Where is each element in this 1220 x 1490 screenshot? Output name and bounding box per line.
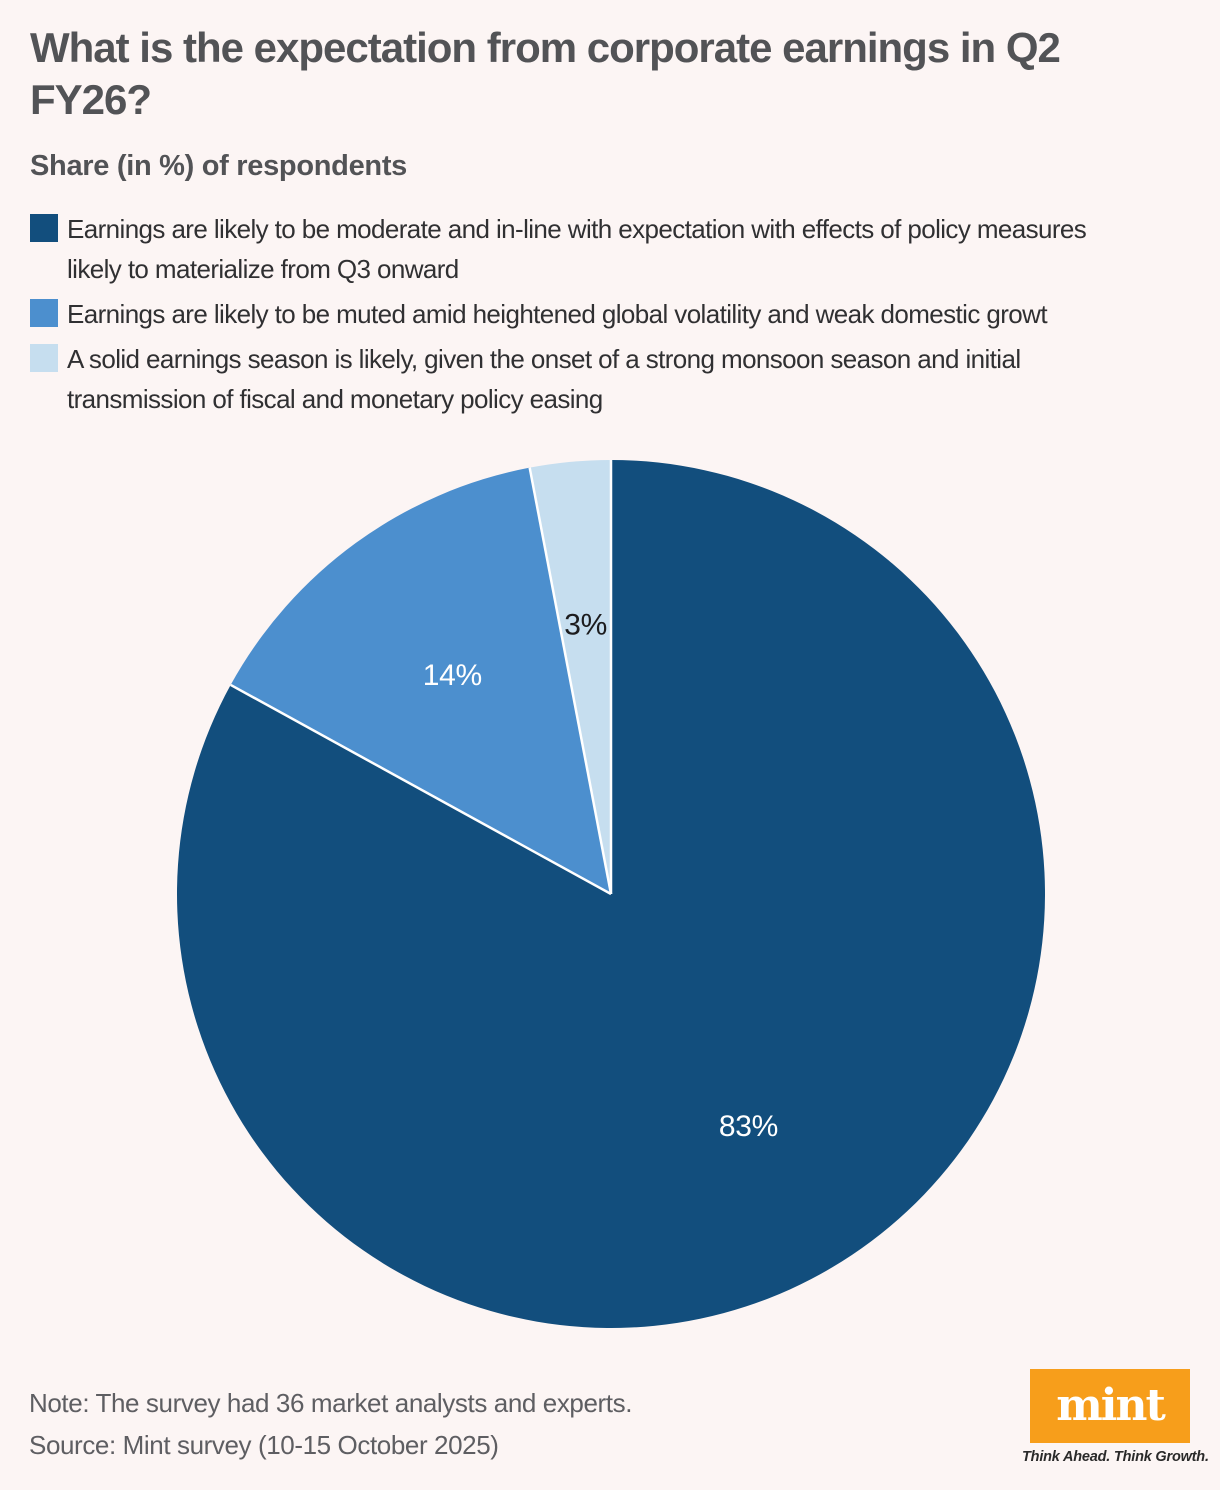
pie-chart-svg: 83% 14% 3% <box>177 460 1045 1328</box>
chart-source: Source: Mint survey (10-15 October 2025) <box>29 1430 499 1460</box>
legend-label-solid: A solid earnings season is likely, given… <box>67 344 1021 414</box>
pie-slice-1 <box>230 467 611 894</box>
legend-item: A solid earnings season is likely, given… <box>30 339 1210 419</box>
legend-label-moderate: Earnings are likely to be moderate and i… <box>67 214 1087 284</box>
chart-subtitle: Share (in %) of respondents <box>30 150 407 182</box>
chart-note: Note: The survey had 36 market analysts … <box>29 1388 633 1418</box>
legend-label-muted: Earnings are likely to be muted amid hei… <box>67 299 1048 329</box>
mint-logo: mint <box>1030 1369 1190 1443</box>
legend-item: Earnings are likely to be moderate and i… <box>30 209 1210 289</box>
legend-swatch-muted <box>30 299 58 327</box>
pie-slice-label-0: 83% <box>719 1110 778 1143</box>
slice-separator <box>230 683 612 896</box>
mint-logo-text: mint <box>1056 1380 1166 1431</box>
mint-logo-tagline: Think Ahead. Think Growth. <box>1022 1449 1209 1465</box>
legend-swatch-solid <box>30 344 58 372</box>
legend: Earnings are likely to be moderate and i… <box>30 209 1210 424</box>
slice-separator <box>528 467 613 895</box>
legend-item: Earnings are likely to be muted amid hei… <box>30 294 1210 334</box>
pie-slice-label-2: 3% <box>564 609 607 642</box>
pie-chart: 83% 14% 3% <box>175 458 1047 1330</box>
pie-slice-label-1: 14% <box>423 659 482 692</box>
page-title: What is the expectation from corporate e… <box>30 24 1061 124</box>
legend-swatch-moderate <box>30 214 58 242</box>
